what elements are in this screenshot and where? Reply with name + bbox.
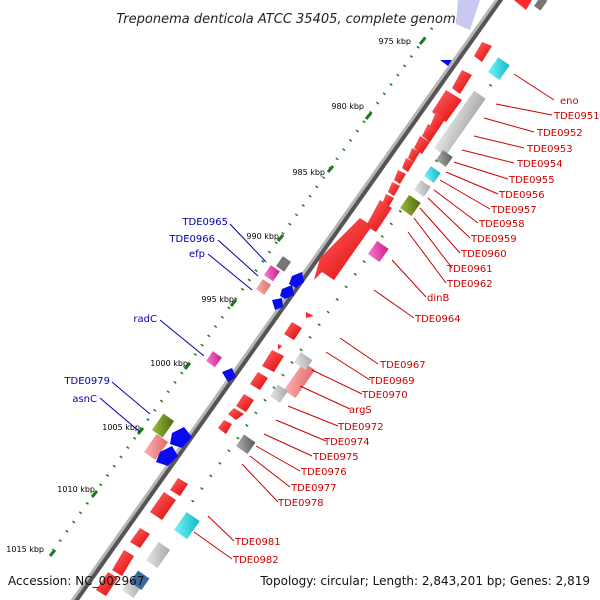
scale-label: 980 kbp bbox=[331, 102, 364, 111]
map-title: Treponema denticola ATCC 35405, complete… bbox=[116, 12, 463, 27]
gene-label: TDE0956 bbox=[498, 190, 545, 201]
gene-label: TDE0951 bbox=[553, 111, 600, 122]
cds-arrow bbox=[150, 492, 176, 520]
gene-label: TDE0958 bbox=[478, 219, 525, 230]
cds-arrow bbox=[306, 312, 314, 318]
cds-arrow bbox=[284, 322, 302, 340]
scale-label: 975 kbp bbox=[378, 37, 411, 46]
scale-label: 985 kbp bbox=[292, 168, 325, 177]
leader-lines-forward bbox=[99, 223, 267, 433]
cds-arrow bbox=[314, 218, 372, 280]
topology-text: Topology: circular; Length: 2,843,201 bp… bbox=[259, 574, 590, 588]
gene-box bbox=[276, 256, 292, 272]
cds-arrow bbox=[170, 478, 188, 496]
reverse-labels: eno TDE0951 TDE0952 TDE0953 TDE0954 TDE0… bbox=[232, 96, 600, 566]
gene-label: TDE0961 bbox=[446, 264, 493, 275]
cds-arrow bbox=[262, 350, 284, 372]
gene-label: TDE0952 bbox=[536, 128, 583, 139]
gene-label: TDE0967 bbox=[379, 360, 426, 371]
backbone-shadow bbox=[71, 0, 504, 600]
forward-labels: TDE0965 TDE0966 efp radC TDE0979 asnC bbox=[63, 217, 228, 405]
blast-arrow bbox=[170, 427, 192, 448]
cds-arrow bbox=[394, 170, 406, 184]
scale-ticks bbox=[48, 37, 427, 557]
gene-box bbox=[206, 351, 222, 368]
leader-lines-reverse bbox=[193, 73, 555, 560]
top-feature bbox=[456, 0, 480, 30]
cds-arrow bbox=[366, 200, 392, 232]
gene-label: TDE0964 bbox=[414, 314, 461, 325]
gene-label: asnC bbox=[72, 394, 97, 405]
gene-label: argS bbox=[349, 405, 372, 416]
blast-arrow bbox=[272, 298, 283, 310]
blast-arrow bbox=[289, 272, 304, 288]
gene-label: TDE0981 bbox=[234, 537, 281, 548]
scale-ring-dots bbox=[50, 27, 434, 553]
backbone bbox=[70, 0, 499, 600]
accession-text: Accession: NC_002967 bbox=[8, 574, 144, 588]
gene-label: TDE0965 bbox=[181, 217, 228, 228]
gene-label: TDE0954 bbox=[516, 159, 563, 170]
blast-arrow bbox=[280, 285, 294, 299]
gene-label: TDE0955 bbox=[508, 175, 555, 186]
gene-box bbox=[264, 265, 280, 282]
blast-arrow bbox=[222, 368, 236, 382]
gene-label: TDE0959 bbox=[470, 234, 517, 245]
scale-label: 990 kbp bbox=[246, 232, 279, 241]
gene-label: TDE0974 bbox=[323, 437, 370, 448]
cds-arrow bbox=[236, 394, 254, 412]
cds-arrow bbox=[228, 408, 244, 420]
cds-arrow bbox=[422, 124, 438, 142]
gene-label: TDE0962 bbox=[446, 279, 493, 290]
reverse-features bbox=[96, 0, 548, 599]
gene-box bbox=[152, 413, 175, 438]
scale-label: 1010 kbp bbox=[57, 485, 95, 494]
cds-arrow bbox=[218, 420, 232, 434]
gene-label: TDE0978 bbox=[277, 498, 324, 509]
cds-arrow bbox=[96, 572, 118, 596]
cds-arrow bbox=[414, 136, 430, 154]
gene-label: TDE0960 bbox=[460, 249, 507, 260]
cds-arrow bbox=[388, 182, 400, 196]
gene-label: TDE0970 bbox=[361, 390, 408, 401]
cds-arrow bbox=[408, 148, 420, 162]
cds-arrow bbox=[474, 42, 492, 62]
gene-marker bbox=[440, 60, 452, 66]
gene-label: TDE0966 bbox=[168, 234, 215, 245]
cds-arrow bbox=[402, 158, 414, 172]
gene-label: TDE0957 bbox=[490, 205, 537, 216]
scale-label: 1000 kbp bbox=[150, 359, 188, 368]
scale-label: 995 kbp bbox=[201, 295, 234, 304]
cds-arrow bbox=[452, 70, 472, 94]
gene-label: TDE0979 bbox=[63, 376, 110, 387]
gene-label: efp bbox=[189, 249, 205, 260]
gene-label: TDE0972 bbox=[337, 422, 384, 433]
gene-label: TDE0975 bbox=[312, 452, 359, 463]
gene-label: TDE0976 bbox=[300, 467, 347, 478]
gene-label: TDE0953 bbox=[526, 144, 573, 155]
gene-box bbox=[144, 433, 169, 461]
gene-label: TDE0969 bbox=[368, 376, 415, 387]
scale-label: 1005 kbp bbox=[102, 423, 140, 432]
cds-arrow bbox=[130, 528, 150, 548]
cds-arrow bbox=[432, 90, 462, 122]
gene-label: TDE0982 bbox=[232, 555, 279, 566]
cds-arrow bbox=[278, 344, 282, 350]
forward-features bbox=[144, 0, 480, 466]
gene-label: dinB bbox=[427, 293, 449, 304]
gene-label: radC bbox=[133, 314, 157, 325]
blast-arrow bbox=[156, 446, 178, 466]
scale-label: 1015 kbp bbox=[6, 545, 44, 554]
scale-labels: 975 kbp 980 kbp 985 kbp 990 kbp 995 kbp … bbox=[6, 37, 411, 554]
gene-label: TDE0977 bbox=[290, 483, 337, 494]
gene-label: eno bbox=[560, 96, 579, 107]
cds-arrow bbox=[250, 372, 268, 390]
cds-arrow bbox=[430, 112, 446, 130]
top-feature bbox=[514, 0, 532, 10]
cds-arrow bbox=[112, 550, 134, 576]
gene-box bbox=[256, 279, 272, 295]
